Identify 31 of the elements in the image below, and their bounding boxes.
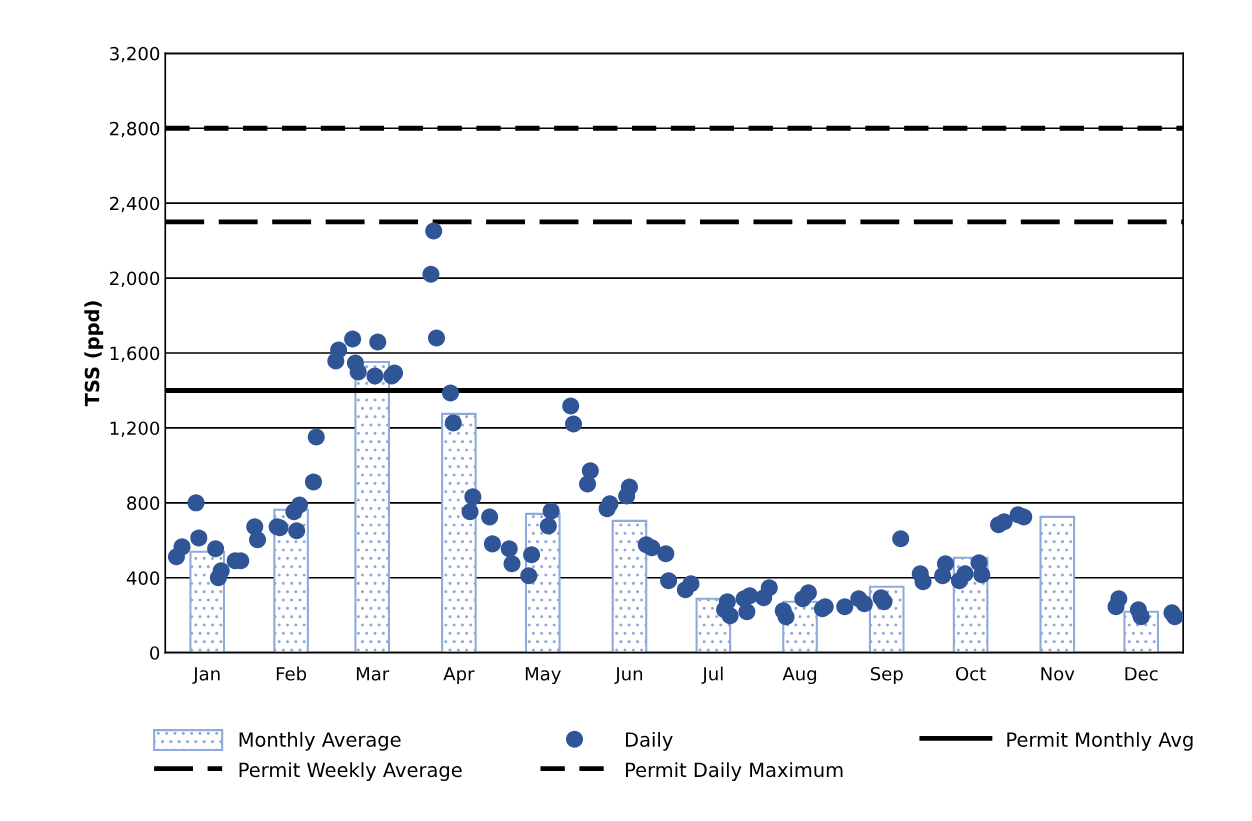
x-tick-label: Jun — [614, 667, 643, 684]
x-tick-label: May — [525, 667, 561, 685]
x-tick-label: Mar — [356, 667, 390, 681]
legend-label: Monthly Average — [239, 731, 401, 751]
x-tick-label: Feb — [276, 666, 307, 681]
y-tick-label: 0 — [150, 646, 160, 660]
y-tick-label: 800 — [127, 496, 160, 510]
bar — [1039, 515, 1076, 653]
y-tick-label: 3,200 — [110, 46, 160, 63]
x-tick-label: Aug — [782, 667, 817, 685]
x-tick-label: Oct — [956, 666, 986, 681]
legend-label: Permit Daily Maximum — [626, 762, 843, 781]
x-tick-label: Jan — [192, 667, 220, 684]
y-tick-label: 2,800 — [110, 121, 160, 138]
y-axis-title: TSS (ppd) — [84, 301, 104, 407]
x-tick-label: Nov — [1041, 667, 1075, 681]
x-tick-label: Jul — [701, 666, 723, 684]
y-tick-label: 1,200 — [110, 421, 160, 437]
y-tick-label: 400 — [126, 571, 160, 585]
bar — [354, 360, 391, 653]
y-tick-label: 2,400 — [110, 196, 160, 213]
y-tick-label: 2,000 — [110, 271, 160, 288]
x-tick-label: Dec — [1125, 667, 1158, 681]
legend-label: Permit Weekly Average — [239, 762, 462, 781]
y-tick-label: 1,600 — [110, 346, 160, 362]
legend-label: Daily — [626, 731, 673, 751]
x-tick-label: Sep — [870, 666, 903, 685]
bar — [611, 519, 648, 653]
bar — [441, 412, 477, 653]
legend-label: Permit Monthly Avg — [1007, 731, 1193, 751]
x-tick-label: Apr — [443, 667, 475, 685]
